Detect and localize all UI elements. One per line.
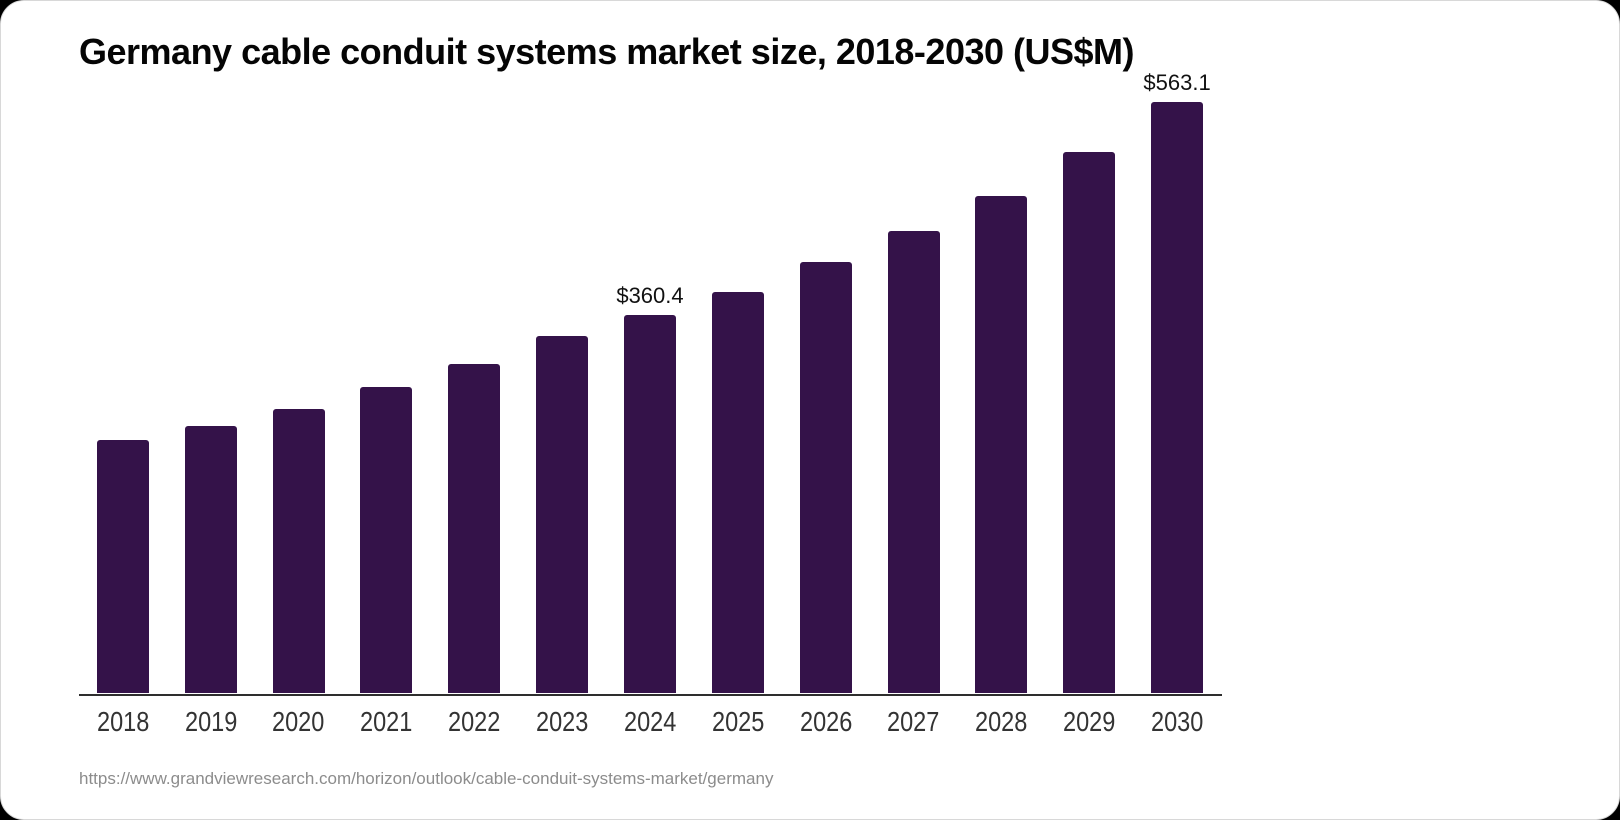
bar-2030	[1151, 102, 1204, 693]
bar-2023	[536, 336, 589, 693]
x-tick-2029: 2029	[1045, 705, 1133, 739]
x-tick-text: 2019	[184, 706, 237, 737]
bar-group-2029	[1045, 63, 1133, 693]
x-tick-2019: 2019	[167, 705, 255, 739]
x-tick-2023: 2023	[518, 705, 606, 739]
bar-2019	[184, 426, 237, 693]
x-tick-text: 2018	[96, 706, 150, 737]
bar-value-label-2024: $360.4	[616, 283, 684, 308]
bar-2020	[272, 409, 325, 693]
x-tick-text: 2024	[623, 706, 677, 737]
bar-2021	[360, 387, 413, 693]
x-tick-text: 2025	[711, 706, 764, 737]
x-tick-2027: 2027	[870, 705, 958, 739]
bar-group-2027	[870, 63, 958, 693]
x-tick-2020: 2020	[255, 705, 343, 739]
x-tick-text: 2023	[535, 706, 589, 737]
bar-chart-plot-area: $360.4 $563.1	[79, 63, 1221, 693]
x-axis-tick-labels: 2018 2019 2020 2021 2022 2023 2024 2025 2026 2027…	[79, 705, 1221, 739]
bar-value-label-2030: $563.1	[1143, 70, 1211, 95]
bar-group-2024: $360.4	[606, 63, 694, 693]
x-tick-2024: 2024	[606, 705, 694, 739]
bar-group-2018	[79, 63, 167, 693]
bar-group-2030: $563.1	[1133, 63, 1221, 693]
x-tick-2021: 2021	[343, 705, 431, 739]
x-tick-text: 2026	[799, 706, 852, 737]
x-tick-2022: 2022	[430, 705, 518, 739]
x-axis-line	[79, 694, 1222, 696]
x-tick-text: 2020	[272, 706, 325, 737]
bar-2022	[448, 364, 501, 693]
x-tick-2030: 2030	[1133, 705, 1221, 739]
bar-2026	[799, 262, 852, 693]
bar-2029	[1063, 152, 1116, 693]
x-tick-2018: 2018	[79, 705, 167, 739]
bar-2024	[623, 315, 676, 693]
bar-group-2028	[957, 63, 1045, 693]
chart-title: Germany cable conduit systems market siz…	[79, 31, 1135, 72]
x-tick-text: 2027	[887, 706, 940, 737]
x-tick-2028: 2028	[957, 705, 1045, 739]
bar-2027	[887, 231, 940, 693]
bar-2025	[711, 292, 764, 693]
bar-group-2026	[782, 63, 870, 693]
bar-group-2021	[343, 63, 431, 693]
bar-group-2025	[694, 63, 782, 693]
source-url: https://www.grandviewresearch.com/horizo…	[79, 769, 774, 788]
bar-2028	[975, 196, 1028, 693]
bar-group-2023	[518, 63, 606, 693]
bar-group-2022	[430, 63, 518, 693]
x-tick-2025: 2025	[694, 705, 782, 739]
bar-group-2019	[167, 63, 255, 693]
bar-group-2020	[255, 63, 343, 693]
x-tick-2026: 2026	[782, 705, 870, 739]
x-tick-text: 2022	[448, 706, 501, 737]
x-tick-text: 2030	[1150, 706, 1204, 737]
bar-2018	[96, 440, 149, 693]
x-tick-text: 2028	[975, 706, 1028, 737]
x-tick-text: 2029	[1063, 706, 1116, 737]
x-tick-text: 2021	[360, 706, 413, 737]
